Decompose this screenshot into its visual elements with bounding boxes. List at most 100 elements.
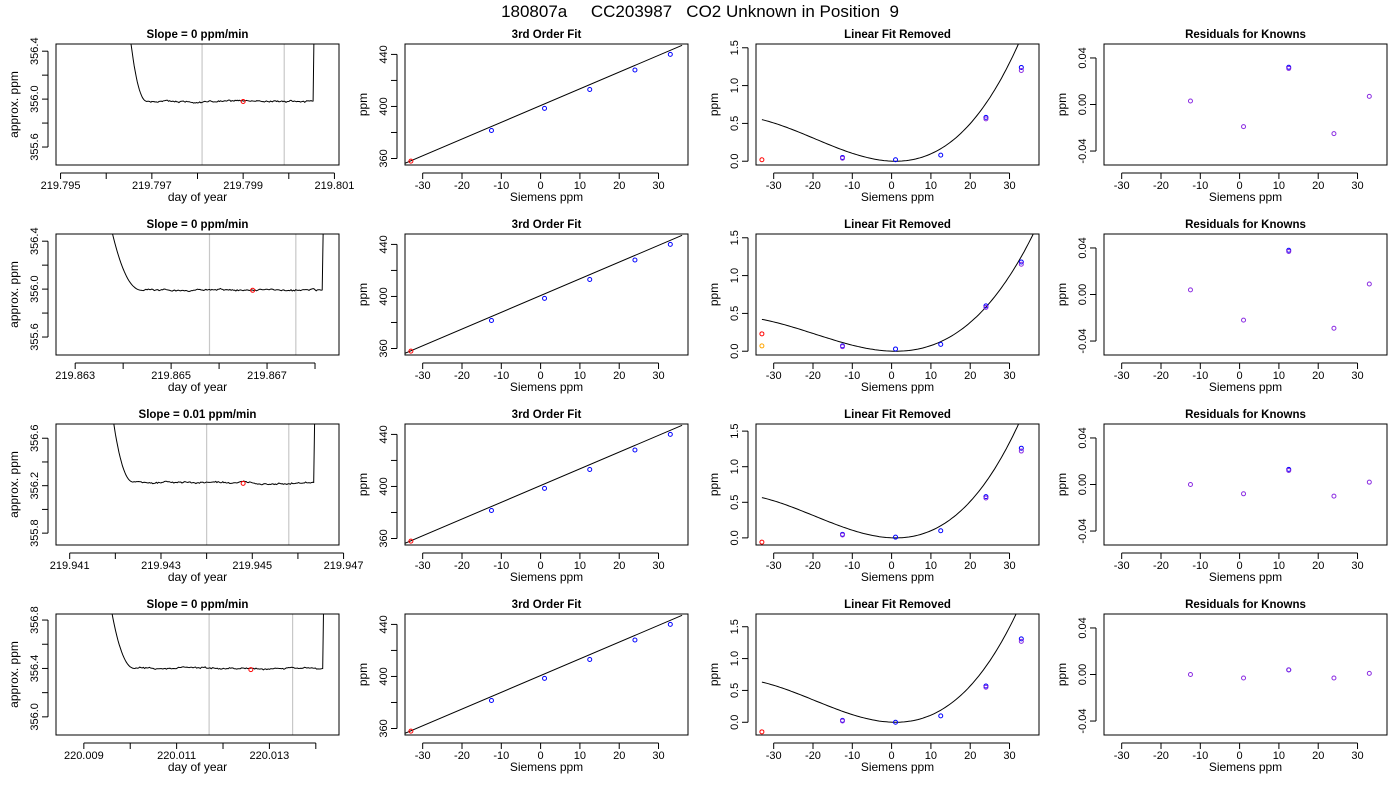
x-tick-label: 0	[889, 560, 895, 572]
plot-area	[405, 424, 683, 544]
data-point	[408, 158, 414, 164]
y-tick-label: 1.5	[729, 230, 741, 245]
plot-frame	[1103, 43, 1388, 166]
y-tick-label: 356.2	[29, 472, 41, 500]
panel-title: Residuals for Knowns	[1185, 599, 1306, 611]
data-point	[632, 447, 638, 453]
data-point	[542, 295, 548, 301]
fit-curve	[761, 234, 1034, 352]
data-point	[1241, 675, 1247, 681]
x-tick-label: 30	[1003, 560, 1015, 572]
x-tick-label: 30	[652, 750, 664, 762]
panel-title: Slope = 0 ppm/min	[147, 219, 249, 231]
x-tick-label: 20	[1312, 370, 1324, 382]
plot-frame	[55, 43, 340, 166]
x-tick-label: 30	[652, 370, 664, 382]
plot-area	[113, 424, 316, 545]
data-point	[1331, 131, 1337, 137]
plot-frame	[1103, 613, 1388, 736]
panel-10: 3rd Order Fit Siemens ppm ppm -30 -20 -10 0 10 2…	[356, 409, 689, 584]
y-tick-label: 0.0	[729, 530, 741, 545]
x-tick-label: 219.867	[247, 370, 287, 382]
y-tick-label: 360	[378, 719, 390, 737]
y-tick-label: -0.04	[1077, 328, 1089, 353]
x-tick-label: 20	[1312, 560, 1324, 572]
x-tick-label: 0	[889, 180, 895, 192]
y-tick-label: 0.0	[729, 344, 741, 359]
y-axis-label: ppm	[1055, 663, 1069, 686]
data-point	[893, 719, 899, 725]
data-point	[667, 241, 673, 247]
data-point	[893, 157, 899, 163]
data-point	[240, 480, 246, 486]
data-point	[1187, 672, 1193, 677]
data-point	[983, 304, 989, 310]
ppm-trace	[111, 614, 324, 671]
plot-frame	[404, 43, 689, 166]
x-tick-label: 10	[1273, 750, 1285, 762]
y-axis-label: ppm	[707, 663, 721, 686]
x-tick-label: 30	[652, 560, 664, 572]
x-tick-label: 20	[1312, 180, 1324, 192]
y-axis-label: ppm	[356, 283, 370, 306]
data-point	[587, 277, 593, 283]
x-tick-label: -10	[1192, 370, 1208, 382]
y-tick-label: 1.0	[729, 651, 741, 666]
y-tick-label: -0.04	[1077, 708, 1089, 733]
data-point	[983, 303, 989, 309]
y-tick-label: 355.8	[29, 519, 41, 547]
panel-title: Slope = 0 ppm/min	[147, 599, 249, 611]
x-tick-label: -20	[454, 560, 470, 572]
data-point	[1018, 64, 1024, 70]
data-point	[542, 485, 548, 491]
x-tick-label: 20	[613, 560, 625, 572]
data-point	[667, 431, 673, 437]
x-axis-label: Siemens ppm	[510, 760, 583, 774]
x-tick-label: -30	[1114, 180, 1130, 192]
y-tick-label: 0.00	[1077, 94, 1089, 115]
y-axis-label: approx. ppm	[7, 261, 21, 328]
x-tick-label: 30	[1351, 560, 1363, 572]
y-tick-label: 0.5	[729, 683, 741, 698]
y-axis-label: ppm	[707, 283, 721, 306]
data-point	[983, 495, 989, 501]
x-axis-label: Siemens ppm	[1209, 380, 1282, 394]
y-tick-label: 1.5	[729, 423, 741, 438]
y-axis-label: ppm	[356, 473, 370, 496]
ppm-trace	[112, 234, 324, 293]
fit-line	[405, 44, 683, 164]
y-axis-label: ppm	[1055, 473, 1069, 496]
data-point	[938, 528, 944, 534]
y-tick-label: 1.0	[729, 268, 741, 283]
data-point	[488, 318, 494, 324]
x-tick-label: 10	[925, 180, 937, 192]
y-tick-label: 0.04	[1077, 47, 1089, 68]
y-tick-label: 0.5	[729, 116, 741, 131]
x-tick-label: 219.799	[223, 180, 263, 192]
x-tick-label: 20	[1312, 750, 1324, 762]
fit-line	[405, 424, 683, 544]
panel-title: Linear Fit Removed	[844, 219, 951, 231]
panel-title: 3rd Order Fit	[512, 409, 582, 421]
x-tick-label: 219.943	[141, 560, 181, 572]
plot-area	[1187, 64, 1372, 137]
panel-title: Linear Fit Removed	[844, 29, 951, 41]
x-axis-label: Siemens ppm	[510, 190, 583, 204]
data-point	[983, 116, 989, 122]
x-tick-label: 0	[538, 180, 544, 192]
data-point	[488, 508, 494, 514]
x-tick-label: -30	[415, 560, 431, 572]
x-tick-label: -20	[454, 750, 470, 762]
data-point	[1241, 491, 1247, 497]
data-point	[1286, 468, 1292, 474]
panel-8: Residuals for Knowns Siemens ppm ppm -30 -20…	[1055, 219, 1388, 394]
y-tick-label: -0.04	[1077, 518, 1089, 543]
y-tick-label: 0.00	[1077, 284, 1089, 305]
plot-area	[759, 614, 1024, 735]
x-tick-label: -10	[493, 180, 509, 192]
data-point	[1366, 281, 1372, 287]
data-point	[1331, 493, 1337, 499]
plot-frame	[1103, 233, 1388, 356]
x-tick-label: 0	[1237, 750, 1243, 762]
